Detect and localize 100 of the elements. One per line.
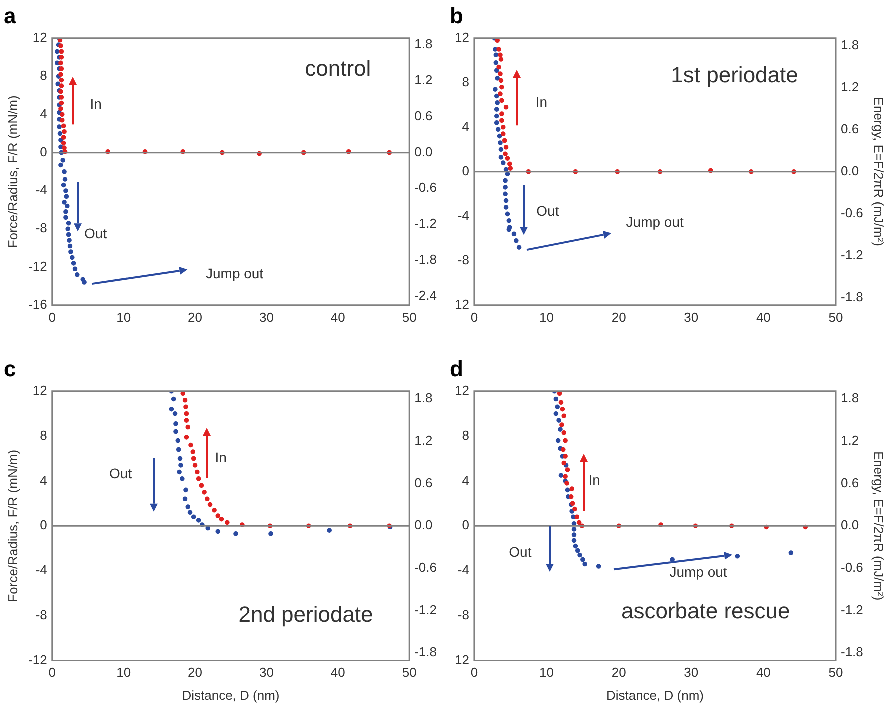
chart-title: c [4,356,16,382]
y-tick-label: 4 [40,106,48,122]
annotation: 1st periodate [671,62,798,88]
y-tick-label: -12 [28,652,48,668]
y-tick-label: 0 [462,518,470,533]
annotation: ascorbate rescue [621,598,790,624]
y2-tick-label: -1.8 [414,252,438,268]
y2-tick-label: 0.6 [841,475,860,490]
x-tick-label: 50 [402,310,417,325]
y2-tick-label: -0.6 [841,560,864,575]
y2-tick-label: -1.2 [841,247,864,262]
x-tick-label: 10 [116,665,132,680]
y2-tick-label: 1.8 [841,390,860,406]
y-tick-label: -12 [28,258,48,274]
y-tick-label: 4 [462,472,470,488]
annotation: Out [509,544,532,560]
y2-tick-label: 0.6 [414,108,433,124]
annotation: control [305,56,372,81]
y-tick-label: -8 [458,607,470,622]
x-tick-label: 30 [684,665,699,680]
y-tick-label: 12 [454,296,470,312]
y-tick-label: -4 [36,562,48,578]
x-tick-label: 50 [828,310,844,325]
y2-tick-label: -0.6 [414,560,438,575]
x-tick-label: 40 [756,665,771,680]
x-tick-label: 40 [330,665,346,680]
x-tick-label: 10 [540,310,554,325]
y2-tick-label: 0.0 [414,144,433,160]
x-tick-label: 40 [330,310,346,325]
y2-tick-label: -1.8 [841,289,864,304]
y-tick-label: -4 [458,208,470,223]
y-tick-label: -4 [458,562,470,578]
y-tick-label: 8 [462,74,470,90]
annotation: 2nd periodate [238,602,374,627]
y-tick-label: 0 [40,144,48,160]
y2-axis-title: Energy, E=F/2πR (mJ/m²) [872,451,887,601]
x-tick-label: 10 [116,310,132,325]
chart-title: a [4,3,17,28]
y2-tick-label: -0.6 [414,180,438,196]
annotation: Jump out [670,564,728,580]
y-tick-label: 4 [40,472,48,488]
annotation: Jump out [626,214,684,230]
y-tick-label: -8 [36,607,48,622]
y-tick-label: 12 [454,30,470,45]
y2-tick-label: -0.6 [841,205,864,220]
y-tick-label: 12 [32,30,48,45]
y2-tick-label: 0.6 [841,122,860,137]
x-tick-label: 50 [402,665,417,680]
y2-tick-label: 1.2 [841,80,860,95]
y-tick-label: 0 [462,163,470,178]
y2-tick-label: 1.8 [841,38,860,53]
y2-tick-label: -1.2 [414,216,438,232]
x-tick-label: 30 [259,310,274,325]
x-tick-label: 20 [188,665,203,680]
y2-tick-label: 0.0 [841,518,860,533]
y2-tick-label: -2.4 [414,288,438,303]
y2-tick-label: 0.6 [414,475,433,490]
x-tick-label: 20 [612,665,626,680]
x-axis-title: Distance, D (nm) [182,688,280,703]
y2-tick-label: 1.8 [414,390,433,406]
y2-tick-label: -1.8 [414,644,438,660]
y2-tick-label: 0.0 [414,518,433,533]
y2-tick-label: 1.2 [841,433,860,448]
y-tick-label: 8 [40,428,48,443]
annotation: In [215,450,227,466]
y-tick-label: 12 [32,382,48,398]
y-tick-label: -16 [28,296,48,312]
y2-tick-label: -1.2 [841,602,864,618]
annotation: Out [84,226,108,242]
x-tick-label: 30 [259,665,274,680]
y2-tick-label: -1.8 [841,644,864,660]
y2-axis-title: Energy, E=F/2πR (mJ/m²) [872,97,887,247]
annotation: In [536,94,548,110]
y2-tick-label: 0.0 [841,163,860,178]
chart-title: b [450,3,464,28]
y-axis-title: Force/Radius, F/R (mN/m) [5,450,20,602]
y-tick-label: -8 [36,220,48,236]
x-tick-label: 20 [612,310,626,325]
annotation: In [588,472,600,488]
y-tick-label: 12 [454,382,470,398]
y-axis-title: Force/Radius, F/R (mN/m) [5,96,20,248]
x-tick-label: 30 [684,310,699,325]
annotation: Out [536,202,560,219]
x-tick-label: 20 [188,310,203,325]
y-tick-label: 8 [462,428,470,443]
y-tick-label: -8 [458,252,470,268]
x-axis-title: Distance, D (nm) [606,688,704,703]
annotation: Out [110,465,132,482]
x-tick-label: 10 [540,665,554,680]
y-tick-label: -4 [36,182,48,198]
y-tick-label: 4 [462,118,470,134]
y-tick-label: 0 [40,518,48,533]
x-tick-label: 50 [828,665,844,680]
annotation: Jump out [206,266,264,282]
y2-tick-label: 1.2 [414,72,433,88]
y-tick-label: 12 [454,652,470,668]
y2-tick-label: 1.2 [414,433,433,448]
chart-title: d [450,356,464,382]
y-tick-label: 8 [40,68,48,84]
annotation: In [90,96,102,112]
